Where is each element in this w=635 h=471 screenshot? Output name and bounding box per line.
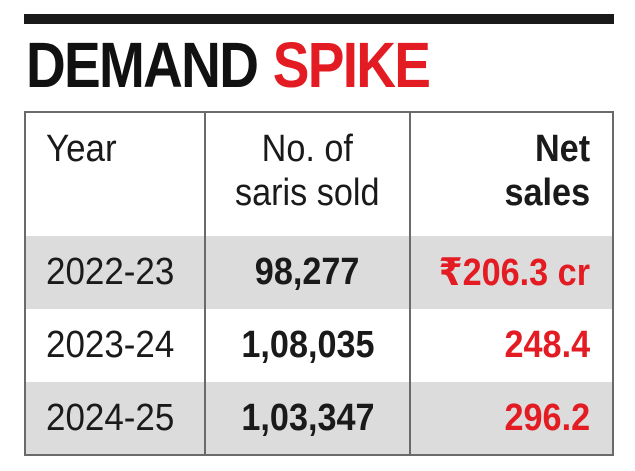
net-sales-cell: ₹206.3 cr [411, 236, 612, 309]
net-sales-cell: 248.4 [411, 309, 612, 382]
saris-sold-value: 1,03,347 [240, 396, 375, 439]
header-net-line1: Net [534, 128, 590, 170]
net-sales-cell: 296.2 [411, 382, 612, 454]
headline: DEMAND SPIKE [26, 29, 431, 101]
saris-sold-cell: 1,03,347 [206, 382, 411, 454]
net-sales-value: ₹206.3 cr [438, 252, 590, 294]
sales-table: Year No. of saris sold Net sales 2022-23… [24, 111, 614, 456]
header-year-label: Year [46, 128, 117, 170]
table-row: 2024-25 1,03,347 296.2 [26, 382, 612, 454]
header-net-line2: sales [504, 172, 590, 214]
table-row: 2023-24 1,08,035 248.4 [26, 309, 612, 382]
saris-sold-value: 98,277 [255, 251, 360, 293]
year-cell: 2023-24 [26, 309, 206, 382]
year-value: 2023-24 [46, 324, 175, 366]
header-saris-line2: saris sold [235, 172, 380, 214]
year-cell: 2022-23 [26, 236, 206, 309]
header-net-sales: Net sales [411, 113, 612, 236]
year-cell: 2024-25 [26, 382, 206, 454]
table-header-row: Year No. of saris sold Net sales [26, 113, 612, 236]
header-year: Year [26, 113, 206, 236]
year-value: 2022-23 [46, 251, 175, 293]
net-sales-value: 248.4 [504, 324, 590, 366]
headline-word-spike: SPIKE [272, 29, 431, 101]
saris-sold-cell: 1,08,035 [206, 309, 411, 382]
table-row: 2022-23 98,277 ₹206.3 cr [26, 236, 612, 309]
header-saris-sold: No. of saris sold [206, 113, 411, 236]
saris-sold-cell: 98,277 [206, 236, 411, 309]
header-saris-line1: No. of [261, 128, 354, 170]
saris-sold-value: 1,08,035 [240, 324, 375, 366]
headline-word-demand: DEMAND [26, 29, 259, 101]
net-sales-value: 296.2 [504, 396, 590, 439]
year-value: 2024-25 [46, 396, 175, 439]
top-rule [24, 14, 614, 24]
